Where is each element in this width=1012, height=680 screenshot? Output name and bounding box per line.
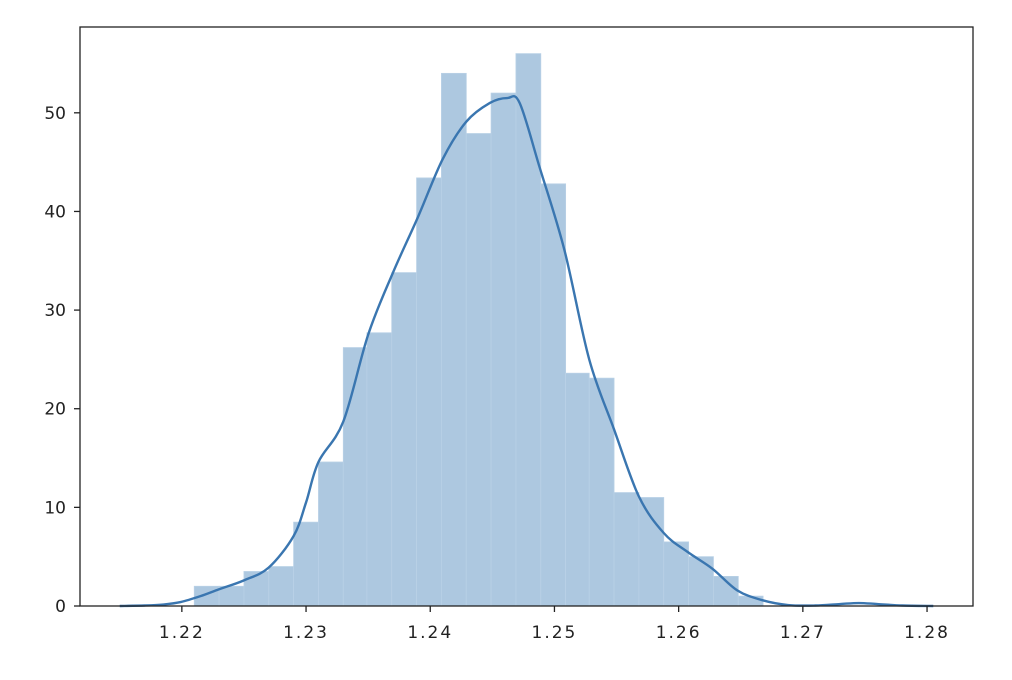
histogram-bar xyxy=(663,541,689,607)
histogram-bars xyxy=(193,53,764,607)
histogram-bar xyxy=(638,497,665,607)
histogram-bar xyxy=(268,566,295,607)
histogram-bar xyxy=(565,372,590,607)
histogram-bar xyxy=(293,521,319,607)
y-tick-label: 20 xyxy=(44,400,66,420)
y-tick-label: 0 xyxy=(55,597,66,617)
histogram-bar xyxy=(366,332,393,607)
x-tick-label: 1.22 xyxy=(159,623,205,643)
histogram-bar xyxy=(688,556,714,607)
histogram-bar xyxy=(613,492,640,607)
x-tick-label: 1.24 xyxy=(407,623,453,643)
histogram-bar xyxy=(243,571,270,607)
histogram-bar xyxy=(515,53,542,607)
histogram-bar xyxy=(588,377,615,607)
x-tick-label: 1.28 xyxy=(904,623,950,643)
y-tick-label: 50 xyxy=(44,104,66,124)
x-tick-label: 1.27 xyxy=(780,623,826,643)
kde-line xyxy=(119,94,934,608)
histogram-bar xyxy=(416,177,442,607)
y-tick-label: 10 xyxy=(44,498,66,518)
histogram-bar xyxy=(318,461,344,607)
histogram-bar xyxy=(540,183,567,607)
histogram-bar xyxy=(218,585,245,607)
histogram-bar xyxy=(465,133,492,607)
y-tick-label: 30 xyxy=(44,301,66,321)
x-tick-label: 1.23 xyxy=(283,623,329,643)
y-tick-label: 40 xyxy=(44,202,66,222)
x-tick-label: 1.26 xyxy=(656,623,702,643)
x-axis: 1.22 1.23 1.24 1.25 1.26 1.27 1.28 xyxy=(159,606,950,643)
plot-frame xyxy=(79,26,974,607)
histogram-bar xyxy=(391,272,417,607)
histogram-bar xyxy=(490,92,517,607)
x-tick-label: 1.25 xyxy=(532,623,578,643)
y-axis: 0 10 20 30 40 50 xyxy=(44,104,80,617)
